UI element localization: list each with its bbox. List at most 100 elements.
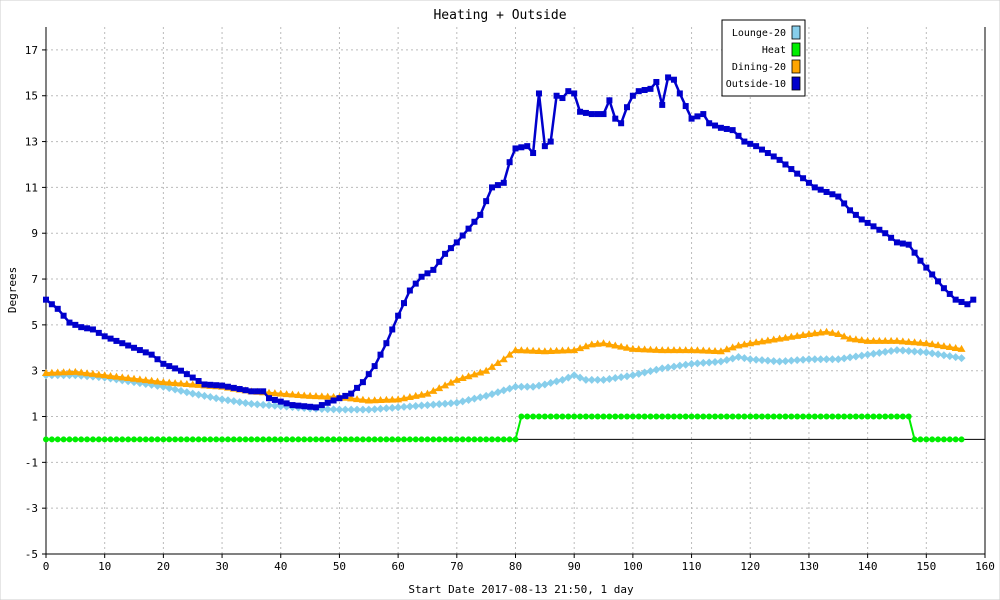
data-point xyxy=(324,399,331,406)
data-point xyxy=(476,393,485,402)
data-point xyxy=(910,338,919,346)
data-point xyxy=(670,76,677,83)
data-point xyxy=(483,198,490,205)
data-point xyxy=(800,413,807,420)
data-point xyxy=(834,330,843,338)
data-point xyxy=(681,346,690,354)
data-point xyxy=(254,388,261,395)
data-point xyxy=(212,394,221,403)
data-point xyxy=(917,436,924,443)
data-point xyxy=(699,358,708,367)
data-point xyxy=(794,170,801,177)
data-point xyxy=(300,391,309,399)
data-point xyxy=(658,364,667,373)
data-point xyxy=(882,413,889,420)
y-axis-label: Degrees xyxy=(6,267,19,313)
data-point xyxy=(84,325,91,332)
data-point xyxy=(276,389,285,397)
data-point xyxy=(260,436,267,443)
data-point xyxy=(599,375,608,384)
data-point xyxy=(588,111,595,118)
chart-title: Heating + Outside xyxy=(433,8,566,23)
y-tick-label: 11 xyxy=(25,181,38,194)
data-point xyxy=(453,436,460,443)
data-point xyxy=(688,413,695,420)
data-point xyxy=(788,413,795,420)
data-point xyxy=(330,436,337,443)
data-point xyxy=(577,108,584,115)
data-point xyxy=(764,150,771,157)
data-point xyxy=(804,330,813,338)
x-axis-label: Start Date 2017-08-13 21:50, 1 day xyxy=(408,583,634,596)
data-point xyxy=(658,346,667,354)
data-point xyxy=(66,436,73,443)
data-point xyxy=(700,413,707,420)
data-point xyxy=(89,436,96,443)
data-point xyxy=(734,341,743,349)
data-point xyxy=(700,111,707,118)
data-point xyxy=(277,398,284,405)
data-point xyxy=(712,413,719,420)
data-point xyxy=(576,373,585,382)
legend-label: Outside-10 xyxy=(726,79,786,90)
data-point xyxy=(752,355,761,364)
data-point xyxy=(599,339,608,347)
data-point xyxy=(564,346,573,354)
data-point xyxy=(65,368,74,376)
data-point xyxy=(223,396,232,405)
legend-box xyxy=(721,19,806,97)
data-point xyxy=(892,346,901,355)
data-point xyxy=(728,343,737,351)
data-point xyxy=(248,388,255,395)
data-point xyxy=(271,396,278,403)
data-point xyxy=(717,124,724,131)
data-point xyxy=(681,360,690,369)
data-point xyxy=(270,401,279,410)
data-point xyxy=(553,92,560,99)
data-point xyxy=(693,346,702,354)
data-point xyxy=(587,340,596,348)
data-point xyxy=(376,404,385,413)
data-point xyxy=(101,436,108,443)
data-point xyxy=(823,413,830,420)
data-point xyxy=(499,355,508,363)
data-point xyxy=(358,405,367,414)
data-point xyxy=(383,340,390,347)
data-point xyxy=(141,376,150,384)
data-point xyxy=(189,374,196,381)
data-point xyxy=(452,398,461,407)
data-point xyxy=(429,400,438,409)
data-point xyxy=(876,226,883,233)
data-point xyxy=(172,365,179,372)
data-point xyxy=(248,436,255,443)
data-point xyxy=(810,355,819,364)
x-tick-label: 40 xyxy=(274,560,287,573)
data-point xyxy=(283,400,290,407)
data-point xyxy=(570,346,579,354)
data-point xyxy=(817,413,824,420)
series-group xyxy=(42,74,977,443)
data-point xyxy=(166,363,173,370)
data-point xyxy=(951,353,960,362)
data-point xyxy=(547,138,554,145)
data-point xyxy=(576,344,585,352)
data-point xyxy=(787,332,796,340)
y-tick-label: 5 xyxy=(31,319,38,332)
data-point xyxy=(165,378,174,386)
data-point xyxy=(442,436,449,443)
data-point xyxy=(194,380,203,388)
data-point xyxy=(347,405,356,414)
data-point xyxy=(552,346,561,354)
data-point xyxy=(436,436,443,443)
data-point xyxy=(72,436,79,443)
data-point xyxy=(829,191,836,198)
data-point xyxy=(935,436,942,443)
axes: 0 10 20 30 40 50 60 70 80 90 100 110 120 130 140 150 160… xyxy=(25,27,995,573)
data-point xyxy=(605,374,614,383)
data-point xyxy=(558,346,567,354)
data-point xyxy=(600,111,607,118)
data-point xyxy=(477,211,484,218)
data-point xyxy=(535,413,542,420)
data-point xyxy=(125,436,132,443)
data-point xyxy=(834,355,843,364)
